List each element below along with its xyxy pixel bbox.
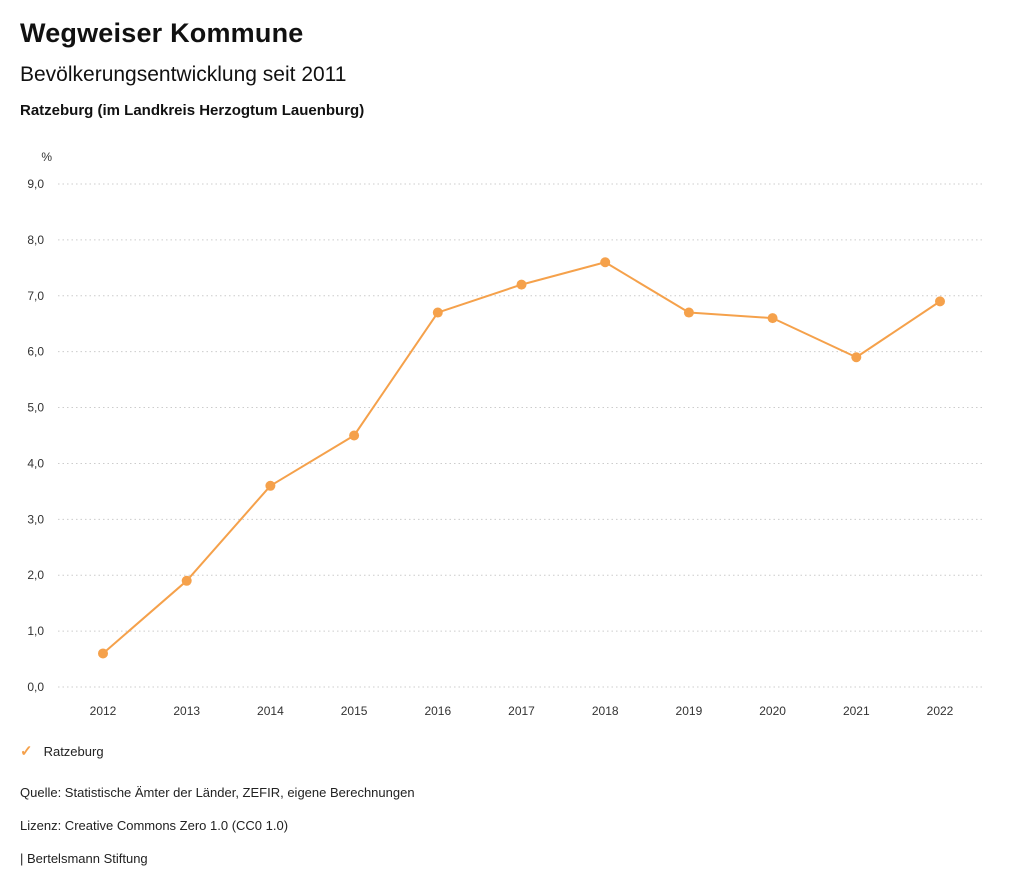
x-tick-label: 2015 [341,704,368,718]
legend-label: Ratzeburg [43,744,104,759]
x-tick-label: 2012 [90,704,117,718]
x-tick-label: 2017 [508,704,535,718]
x-tick-label: 2020 [759,704,786,718]
legend-item-ratzeburg[interactable]: ✓ Ratzeburg [20,744,104,759]
data-point [935,296,945,307]
y-axis-unit-label: % [41,150,52,164]
y-tick-label: 7,0 [27,289,44,303]
license-text: Lizenz: Creative Commons Zero 1.0 (CC0 1… [20,818,289,833]
legend-check-icon: ✓ [20,743,33,760]
chart-region-subtitle: Ratzeburg (im Landkreis Herzogtum Lauenb… [20,102,365,119]
x-tick-label: 2013 [173,704,200,718]
data-point [98,648,108,659]
data-point [265,480,276,491]
data-point [851,352,862,363]
data-point [516,279,527,290]
y-tick-label: 3,0 [27,512,44,526]
x-tick-label: 2021 [843,704,870,718]
x-tick-label: 2022 [927,704,954,718]
y-tick-label: 6,0 [27,345,44,359]
y-tick-label: 9,0 [27,177,44,191]
data-point [181,575,192,586]
x-tick-label: 2018 [592,704,619,718]
data-point [349,430,360,441]
data-point [600,257,611,268]
y-tick-label: 1,0 [27,624,44,638]
x-tick-label: 2016 [424,704,451,718]
x-tick-label: 2014 [257,704,284,718]
y-tick-label: 4,0 [27,456,44,470]
chart-title: Bevölkerungsentwicklung seit 2011 [20,63,347,86]
page: Wegweiser Kommune Bevölkerungsentwicklun… [0,0,1024,119]
x-tick-label: 2019 [676,704,703,718]
chart-area: % 0,0 1,0 2,0 3,0 4,0 5,0 6,0 7,0 8,0 9,0 2012 2013 2… [0,145,1024,730]
data-point [683,307,694,318]
population-line-chart: % 0,0 1,0 2,0 3,0 4,0 5,0 6,0 7,0 8,0 9,0 2012 2013 2… [27,150,985,718]
source-text: Quelle: Statistische Ämter der Länder, Z… [20,785,415,800]
y-tick-label: 0,0 [27,680,44,694]
data-point [432,307,443,318]
y-tick-label: 8,0 [27,233,44,247]
data-point [767,313,778,324]
chart-footer: Quelle: Statistische Ämter der Länder, Z… [20,785,415,884]
series-line [102,261,941,655]
y-tick-label: 5,0 [27,401,44,415]
page-title: Wegweiser Kommune [20,18,304,48]
attribution-text: | Bertelsmann Stiftung [20,851,148,866]
y-tick-label: 2,0 [27,568,44,582]
